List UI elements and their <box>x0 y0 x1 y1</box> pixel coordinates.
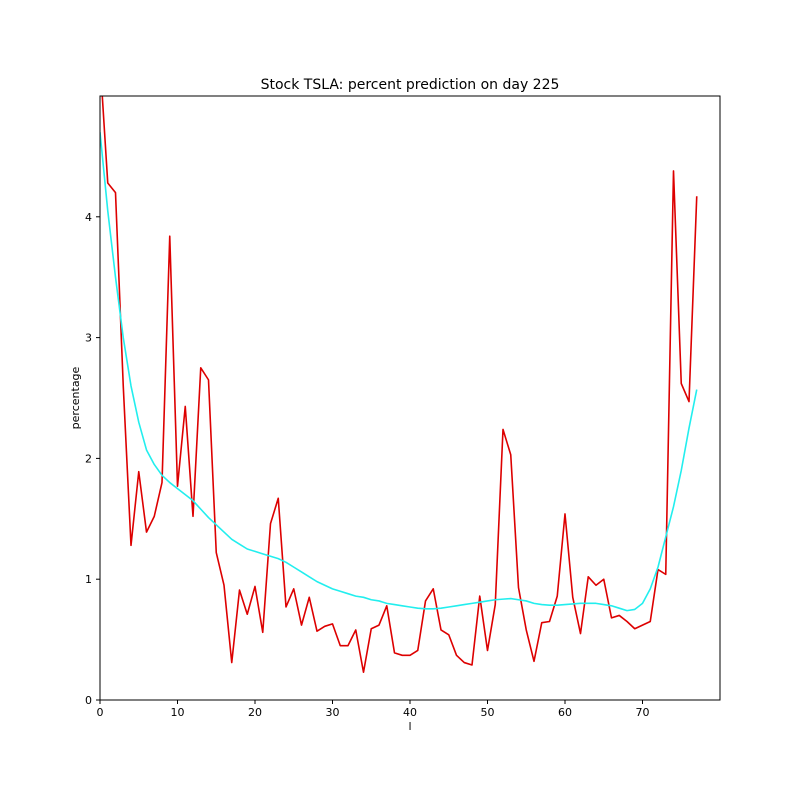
series-line-2 <box>100 132 698 612</box>
x-axis: 0 10 20 30 40 50 60 70 <box>97 700 650 719</box>
y-axis-label: percentage <box>69 366 82 429</box>
y-tick-label: 0 <box>85 694 92 707</box>
x-tick-label: 40 <box>403 706 417 719</box>
y-tick-label: 3 <box>85 332 92 345</box>
plot-area <box>99 95 721 701</box>
x-tick-label: 0 <box>97 706 104 719</box>
x-tick-label: 30 <box>326 706 340 719</box>
chart-title: Stock TSLA: percent prediction on day 22… <box>261 77 560 93</box>
x-axis-label: l <box>408 720 411 733</box>
y-tick-label: 1 <box>85 573 92 586</box>
x-tick-label: 60 <box>558 706 572 719</box>
y-tick-label: 2 <box>85 452 92 465</box>
x-tick-label: 70 <box>636 706 650 719</box>
plot-frame <box>99 95 721 701</box>
x-tick-label: 50 <box>481 706 495 719</box>
x-tick-label: 10 <box>171 706 185 719</box>
y-tick-label: 4 <box>85 211 92 224</box>
x-tick-label: 20 <box>248 706 262 719</box>
y-axis: 0 1 2 3 4 <box>85 211 100 707</box>
series-line-1 <box>101 96 698 674</box>
series-layer <box>100 96 698 674</box>
